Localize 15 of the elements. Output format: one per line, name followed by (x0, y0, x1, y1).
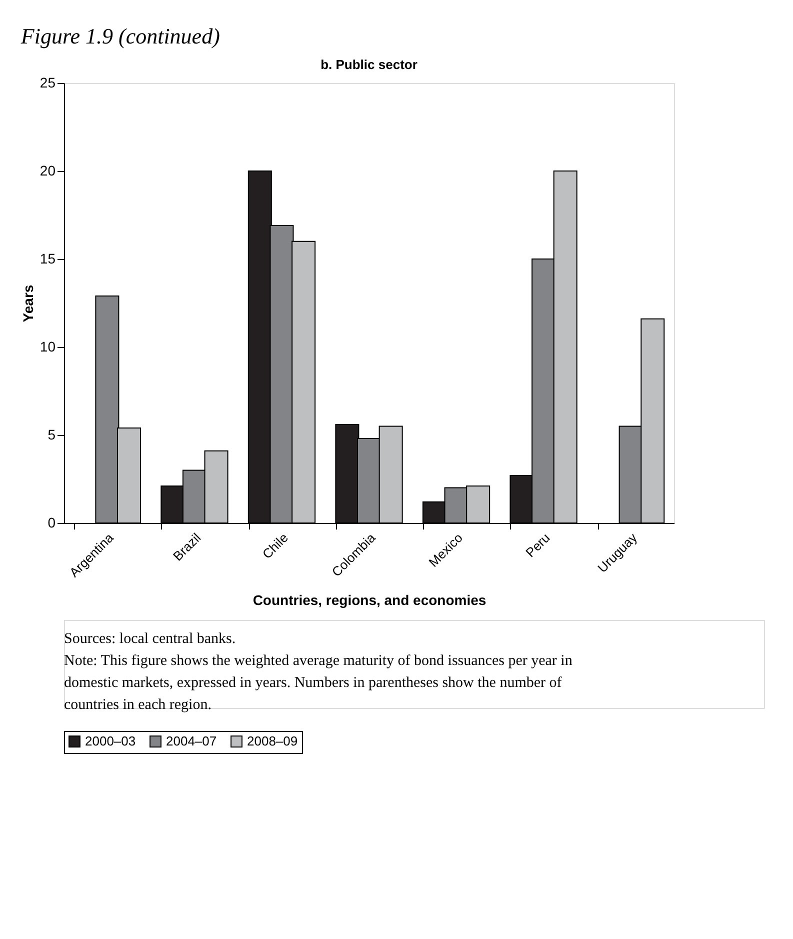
legend-label: 2004–07 (166, 734, 217, 749)
x-axis-title: Countries, regions, and economies (252, 592, 486, 608)
y-tick-label: 10 (40, 338, 56, 354)
chart-title: Figure 1.9 (continued) (20, 24, 220, 48)
chart-subtitle: b. Public sector (320, 57, 418, 72)
source-note: Sources: local central banks. (64, 631, 236, 647)
y-tick-label: 15 (40, 250, 56, 266)
y-tick-label: 5 (48, 426, 56, 442)
legend-label: 2000–03 (85, 734, 136, 749)
y-tick-label: 20 (40, 162, 56, 178)
y-axis-title: Years (20, 284, 36, 322)
y-tick-label: 25 (40, 74, 56, 90)
text: Note: This figure shows the weighted average maturity of bond issuances per year in domestic markets, expressed in years. Numbers in parentheses show the number of countries in each region. (64, 653, 573, 713)
y-tick-label: 0 (48, 514, 56, 530)
legend-label: 2008–09 (247, 734, 298, 749)
